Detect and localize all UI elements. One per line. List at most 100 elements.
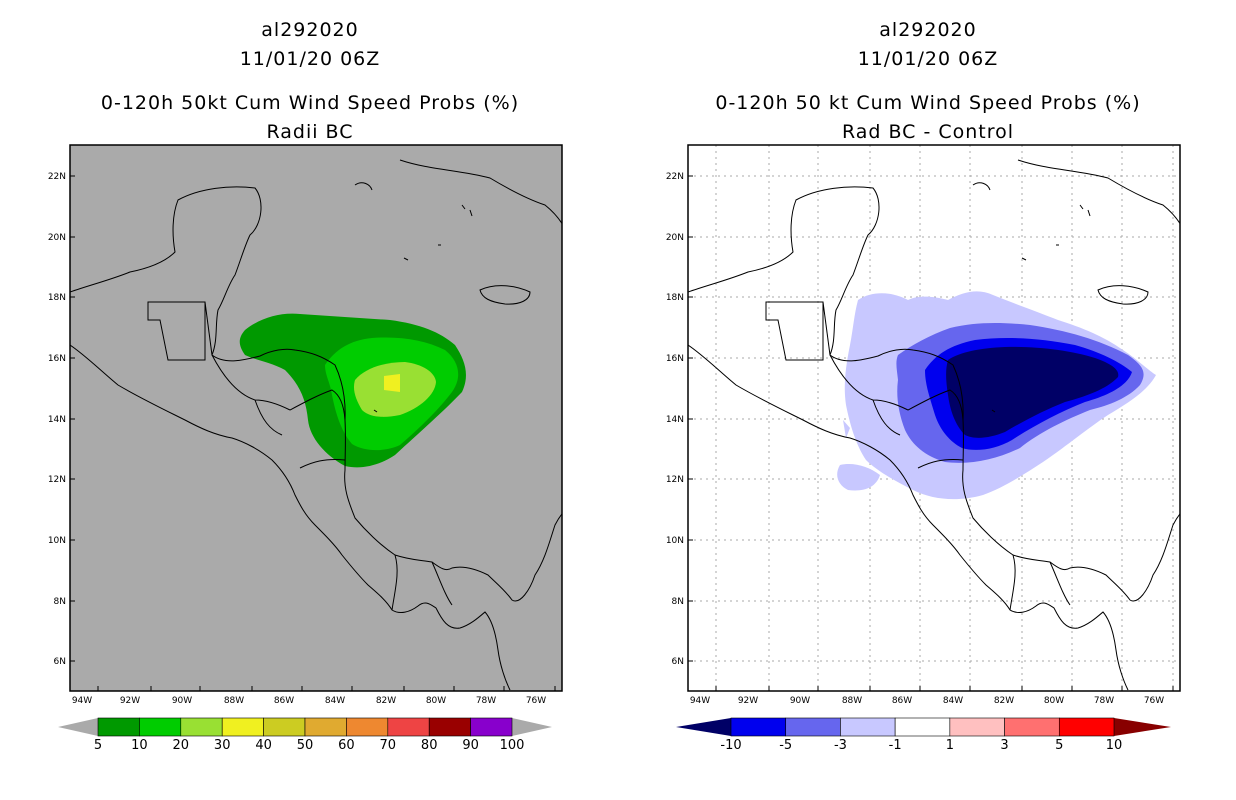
- right-lon-label: 78W: [1094, 696, 1114, 706]
- left-colorbar-label: 30: [214, 738, 231, 753]
- right-colorbar-label: 5: [1055, 738, 1063, 753]
- left-colorbar-label: 80: [421, 738, 438, 753]
- left-colorbar: 5 10 20 30 40 50 60 70 80 90 100: [58, 717, 552, 753]
- left-lat-label: 16N: [48, 354, 66, 364]
- left-lat-labels: 22N 20N 18N 16N 14N 12N 10N 8N 6N: [48, 172, 66, 667]
- left-lon-label: 82W: [376, 696, 396, 706]
- left-lat-label: 22N: [48, 172, 66, 182]
- right-product-subtitle: Rad BC - Control: [841, 121, 1015, 143]
- left-colorbar-label: 10: [131, 738, 148, 753]
- left-colorbar-over-arrow: [512, 718, 552, 736]
- left-colorbar-box: [139, 717, 182, 737]
- right-colorbar-label: 1: [946, 738, 954, 753]
- left-map-frame: [69, 144, 563, 692]
- left-colorbar-label: 60: [338, 738, 355, 753]
- left-datetime: 11/01/20 06Z: [239, 48, 381, 70]
- left-lat-label: 20N: [48, 233, 66, 243]
- left-map: [69, 144, 563, 692]
- left-lon-label: 86W: [274, 696, 294, 706]
- left-colorbar-label: 5: [94, 738, 102, 753]
- left-product-subtitle: Radii BC: [266, 121, 354, 143]
- right-lat-label: 18N: [666, 293, 684, 303]
- left-colorbar-box: [387, 717, 430, 737]
- left-colorbar-box: [470, 717, 513, 737]
- right-colorbar-label: -3: [834, 738, 847, 753]
- right-colorbar-box: [1058, 717, 1115, 737]
- right-lat-label: 12N: [666, 475, 684, 485]
- left-lon-label: 94W: [72, 696, 92, 706]
- left-product-title: 0-120h 50kt Cum Wind Speed Probs (%): [100, 92, 520, 114]
- right-lon-label: 80W: [1044, 696, 1064, 706]
- right-colorbar-box: [894, 717, 951, 737]
- right-lon-labels: 94W 92W 90W 88W 86W 84W 82W 80W 78W 76W: [690, 696, 1164, 706]
- right-colorbar-box: [785, 717, 841, 737]
- right-colorbar-labels: -10 -5 -3 -1 1 3 5 10: [720, 738, 1122, 753]
- left-lat-label: 6N: [54, 657, 66, 667]
- right-storm-id: al292020: [879, 19, 977, 41]
- left-lat-label: 14N: [48, 415, 66, 425]
- right-colorbar-label: -1: [889, 738, 902, 753]
- right-datetime: 11/01/20 06Z: [857, 48, 999, 70]
- diff-contour-below-minus10: [946, 346, 1119, 438]
- left-lon-label: 78W: [476, 696, 496, 706]
- left-lat-label: 12N: [48, 475, 66, 485]
- right-colorbar-box: [1004, 717, 1060, 737]
- right-lon-label: 84W: [943, 696, 963, 706]
- right-colorbar-label: -10: [720, 738, 741, 753]
- right-lon-label: 86W: [892, 696, 912, 706]
- right-colorbar-box: [730, 717, 787, 737]
- right-colorbar-boxes: [730, 717, 1115, 737]
- right-lon-label: 94W: [690, 696, 710, 706]
- left-lon-label: 90W: [172, 696, 192, 706]
- right-colorbar-label: -5: [779, 738, 792, 753]
- left-lon-label: 76W: [526, 696, 546, 706]
- left-colorbar-label: 50: [297, 738, 314, 753]
- left-storm-id: al292020: [261, 19, 359, 41]
- left-colorbar-label: 90: [462, 738, 479, 753]
- left-panel-title-block: al292020 11/01/20 06Z 0-120h 50kt Cum Wi…: [80, 16, 540, 147]
- left-lon-label: 88W: [224, 696, 244, 706]
- left-lat-label: 8N: [54, 597, 66, 607]
- right-lat-label: 8N: [672, 597, 684, 607]
- right-colorbar-box: [949, 717, 1005, 737]
- left-colorbar-labels: 5 10 20 30 40 50 60 70 80 90 100: [94, 738, 525, 753]
- left-lon-label: 92W: [120, 696, 140, 706]
- left-colorbar-box: [428, 717, 471, 737]
- right-lat-label: 16N: [666, 354, 684, 364]
- left-colorbar-label: 70: [380, 738, 397, 753]
- right-colorbar-label: 3: [1000, 738, 1008, 753]
- left-colorbar-under-arrow: [58, 718, 98, 736]
- left-lon-label: 84W: [325, 696, 345, 706]
- left-colorbar-label: 100: [500, 738, 525, 753]
- right-lat-label: 14N: [666, 415, 684, 425]
- right-lon-label: 76W: [1144, 696, 1164, 706]
- left-colorbar-box: [180, 717, 223, 737]
- right-lat-label: 6N: [672, 657, 684, 667]
- left-lat-label: 18N: [48, 293, 66, 303]
- left-colorbar-boxes: [97, 717, 513, 737]
- right-map-frame: [687, 144, 1181, 692]
- right-colorbar-under-arrow: [676, 718, 731, 736]
- axis-ticks: [70, 175, 1174, 691]
- right-product-title: 0-120h 50 kt Cum Wind Speed Probs (%): [715, 92, 1141, 114]
- right-lon-label: 90W: [790, 696, 810, 706]
- right-lat-label: 10N: [666, 536, 684, 546]
- right-lon-label: 88W: [842, 696, 862, 706]
- right-lon-label: 82W: [994, 696, 1014, 706]
- left-colorbar-box: [304, 717, 347, 737]
- contour-30-40: [384, 374, 400, 392]
- left-lon-label: 80W: [426, 696, 446, 706]
- right-colorbar: -10 -5 -3 -1 1 3 5 10: [676, 717, 1171, 753]
- left-colorbar-box: [221, 717, 264, 737]
- right-map: [687, 144, 1181, 692]
- right-lat-label: 20N: [666, 233, 684, 243]
- right-colorbar-label: 10: [1106, 738, 1123, 753]
- right-colorbar-box: [840, 717, 896, 737]
- right-lat-label: 22N: [666, 172, 684, 182]
- left-colorbar-label: 20: [173, 738, 190, 753]
- left-colorbar-box: [346, 717, 389, 737]
- left-lon-labels: 94W 92W 90W 88W 86W 84W 82W 80W 78W 76W: [72, 696, 546, 706]
- right-panel-title-block: al292020 11/01/20 06Z 0-120h 50 kt Cum W…: [698, 16, 1158, 147]
- left-colorbar-box: [263, 717, 306, 737]
